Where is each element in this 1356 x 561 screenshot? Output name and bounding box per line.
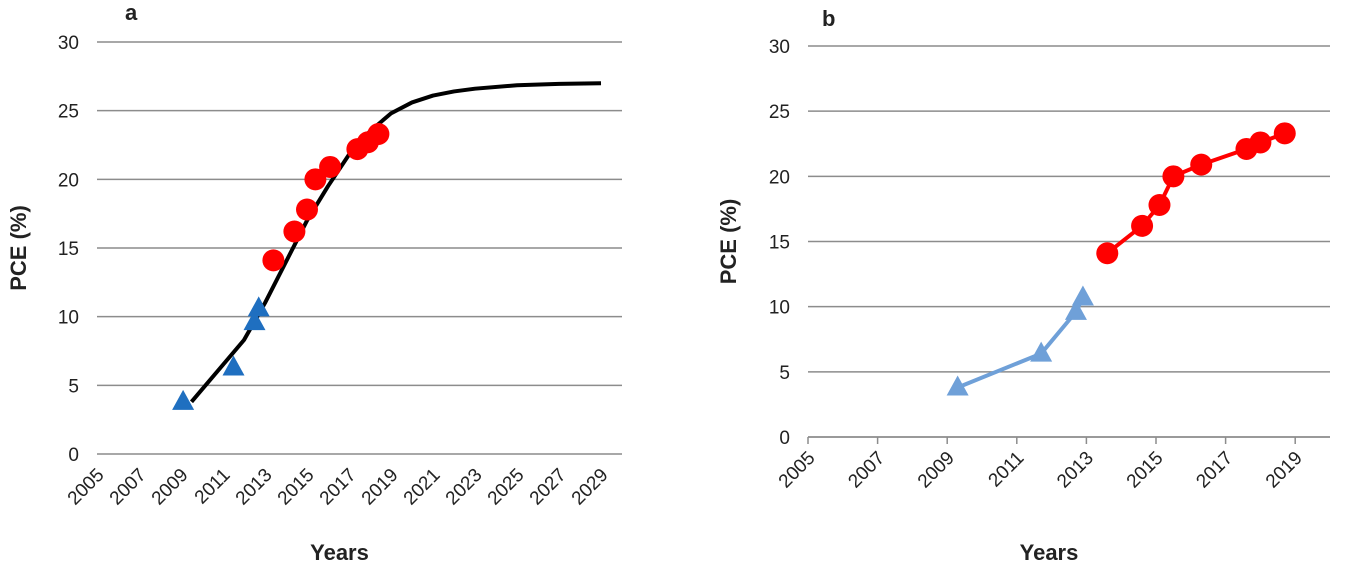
marker (1096, 242, 1119, 265)
x-axis-title: Years (310, 540, 369, 561)
marker (283, 220, 306, 243)
marker (296, 198, 318, 221)
x-axis-title: Years (1020, 540, 1079, 561)
y-tick-label: 15 (769, 233, 790, 254)
x-tick-label: 2029 (568, 465, 613, 510)
x-tick-label: 2015 (1123, 448, 1168, 493)
x-tick-label: 2023 (442, 465, 487, 510)
panel: 0 5 10 15 20 25 30 2005 2007 2009 2011 2013 2015 2017… (716, 6, 1330, 561)
y-tick-label: 10 (769, 298, 790, 319)
x-tick-label: 2005 (64, 465, 109, 510)
y-tick-label: 20 (769, 167, 790, 188)
marker (1064, 299, 1087, 320)
x-tick-label: 2009 (148, 465, 193, 510)
x-tick-label: 2007 (106, 465, 151, 510)
marker (262, 249, 285, 272)
x-tick-label: 2013 (232, 465, 277, 510)
x-tick-label: 2021 (400, 465, 445, 510)
x-tick-label: 2017 (1192, 448, 1237, 493)
x-tick-label: 2025 (484, 465, 529, 510)
x-tick-label: 2015 (274, 465, 319, 510)
y-axis-title: PCE (%) (6, 205, 31, 291)
x-tick-label: 2007 (844, 448, 889, 493)
x-tick-label: 2019 (358, 465, 403, 510)
y-axis-title: PCE (%) (716, 199, 741, 285)
y-tick-label: 0 (779, 428, 790, 449)
marker (1030, 341, 1053, 362)
marker (946, 375, 969, 396)
y-tick-label: 30 (58, 33, 79, 54)
marker (1071, 285, 1094, 306)
y-tick-label: 25 (58, 102, 79, 123)
marker (1131, 214, 1154, 237)
y-tick-label: 10 (58, 308, 79, 329)
series-line (956, 296, 1085, 390)
marker (1190, 153, 1213, 176)
x-tick-label: 2005 (775, 448, 820, 493)
y-tick-label: 5 (68, 376, 79, 397)
y-tick-label: 5 (779, 363, 790, 384)
chart-title: a (125, 0, 138, 25)
y-tick-label: 30 (769, 37, 790, 58)
y-tick-label: 0 (68, 445, 79, 466)
marker (172, 389, 195, 410)
x-tick-label: 2017 (316, 465, 361, 510)
panel: 0510152025302005200720092011201320152017… (6, 0, 622, 561)
x-tick-label: 2011 (985, 448, 1029, 492)
marker (243, 310, 266, 331)
marker (222, 355, 245, 376)
marker (367, 123, 390, 146)
series-line (189, 81, 602, 404)
marker (247, 296, 270, 317)
y-tick-label: 25 (769, 102, 790, 123)
x-tick-label: 2011 (191, 465, 235, 509)
marker (319, 155, 342, 178)
marker (304, 168, 327, 191)
marker (1162, 165, 1185, 188)
x-tick-label: 2009 (914, 448, 959, 493)
y-tick-label: 20 (58, 170, 79, 191)
x-tick-label: 2019 (1262, 448, 1307, 493)
marker (1273, 122, 1296, 145)
marker (1148, 194, 1171, 217)
y-tick-label: 15 (58, 239, 79, 260)
x-tick-label: 2027 (526, 465, 571, 510)
marker (1249, 131, 1272, 154)
chart-title: b (822, 6, 835, 31)
x-tick-label: 2013 (1053, 448, 1098, 493)
